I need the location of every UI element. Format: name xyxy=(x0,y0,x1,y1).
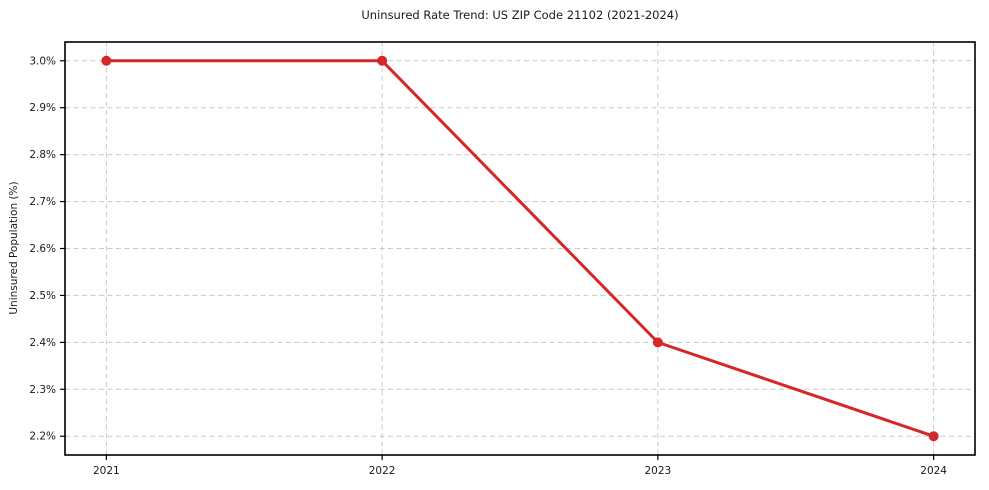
y-tick-label: 2.5% xyxy=(29,290,56,302)
y-tick-label: 2.9% xyxy=(29,102,56,114)
data-point-marker xyxy=(101,55,112,66)
y-axis-label: Uninsured Population (%) xyxy=(8,181,20,315)
y-tick-label: 2.6% xyxy=(29,243,56,255)
x-tick-label: 2021 xyxy=(93,465,120,477)
trend-line xyxy=(104,59,936,438)
x-tick-label: 2024 xyxy=(920,465,947,477)
chart-title: Uninsured Rate Trend: US ZIP Code 21102 … xyxy=(361,8,679,22)
y-tick-label: 2.2% xyxy=(29,431,56,443)
data-point-marker xyxy=(928,431,939,442)
data-point-marker xyxy=(652,337,663,348)
x-tick-label: 2022 xyxy=(369,465,396,477)
data-point-marker xyxy=(377,55,388,66)
y-tick-label: 2.8% xyxy=(29,149,56,161)
plot-border xyxy=(64,41,976,456)
y-tick-label: 2.7% xyxy=(29,196,56,208)
y-tick-label: 2.4% xyxy=(29,337,56,349)
y-tick-label: 3.0% xyxy=(29,55,56,67)
y-tick-label: 2.3% xyxy=(29,384,56,396)
x-tick-label: 2023 xyxy=(645,465,672,477)
